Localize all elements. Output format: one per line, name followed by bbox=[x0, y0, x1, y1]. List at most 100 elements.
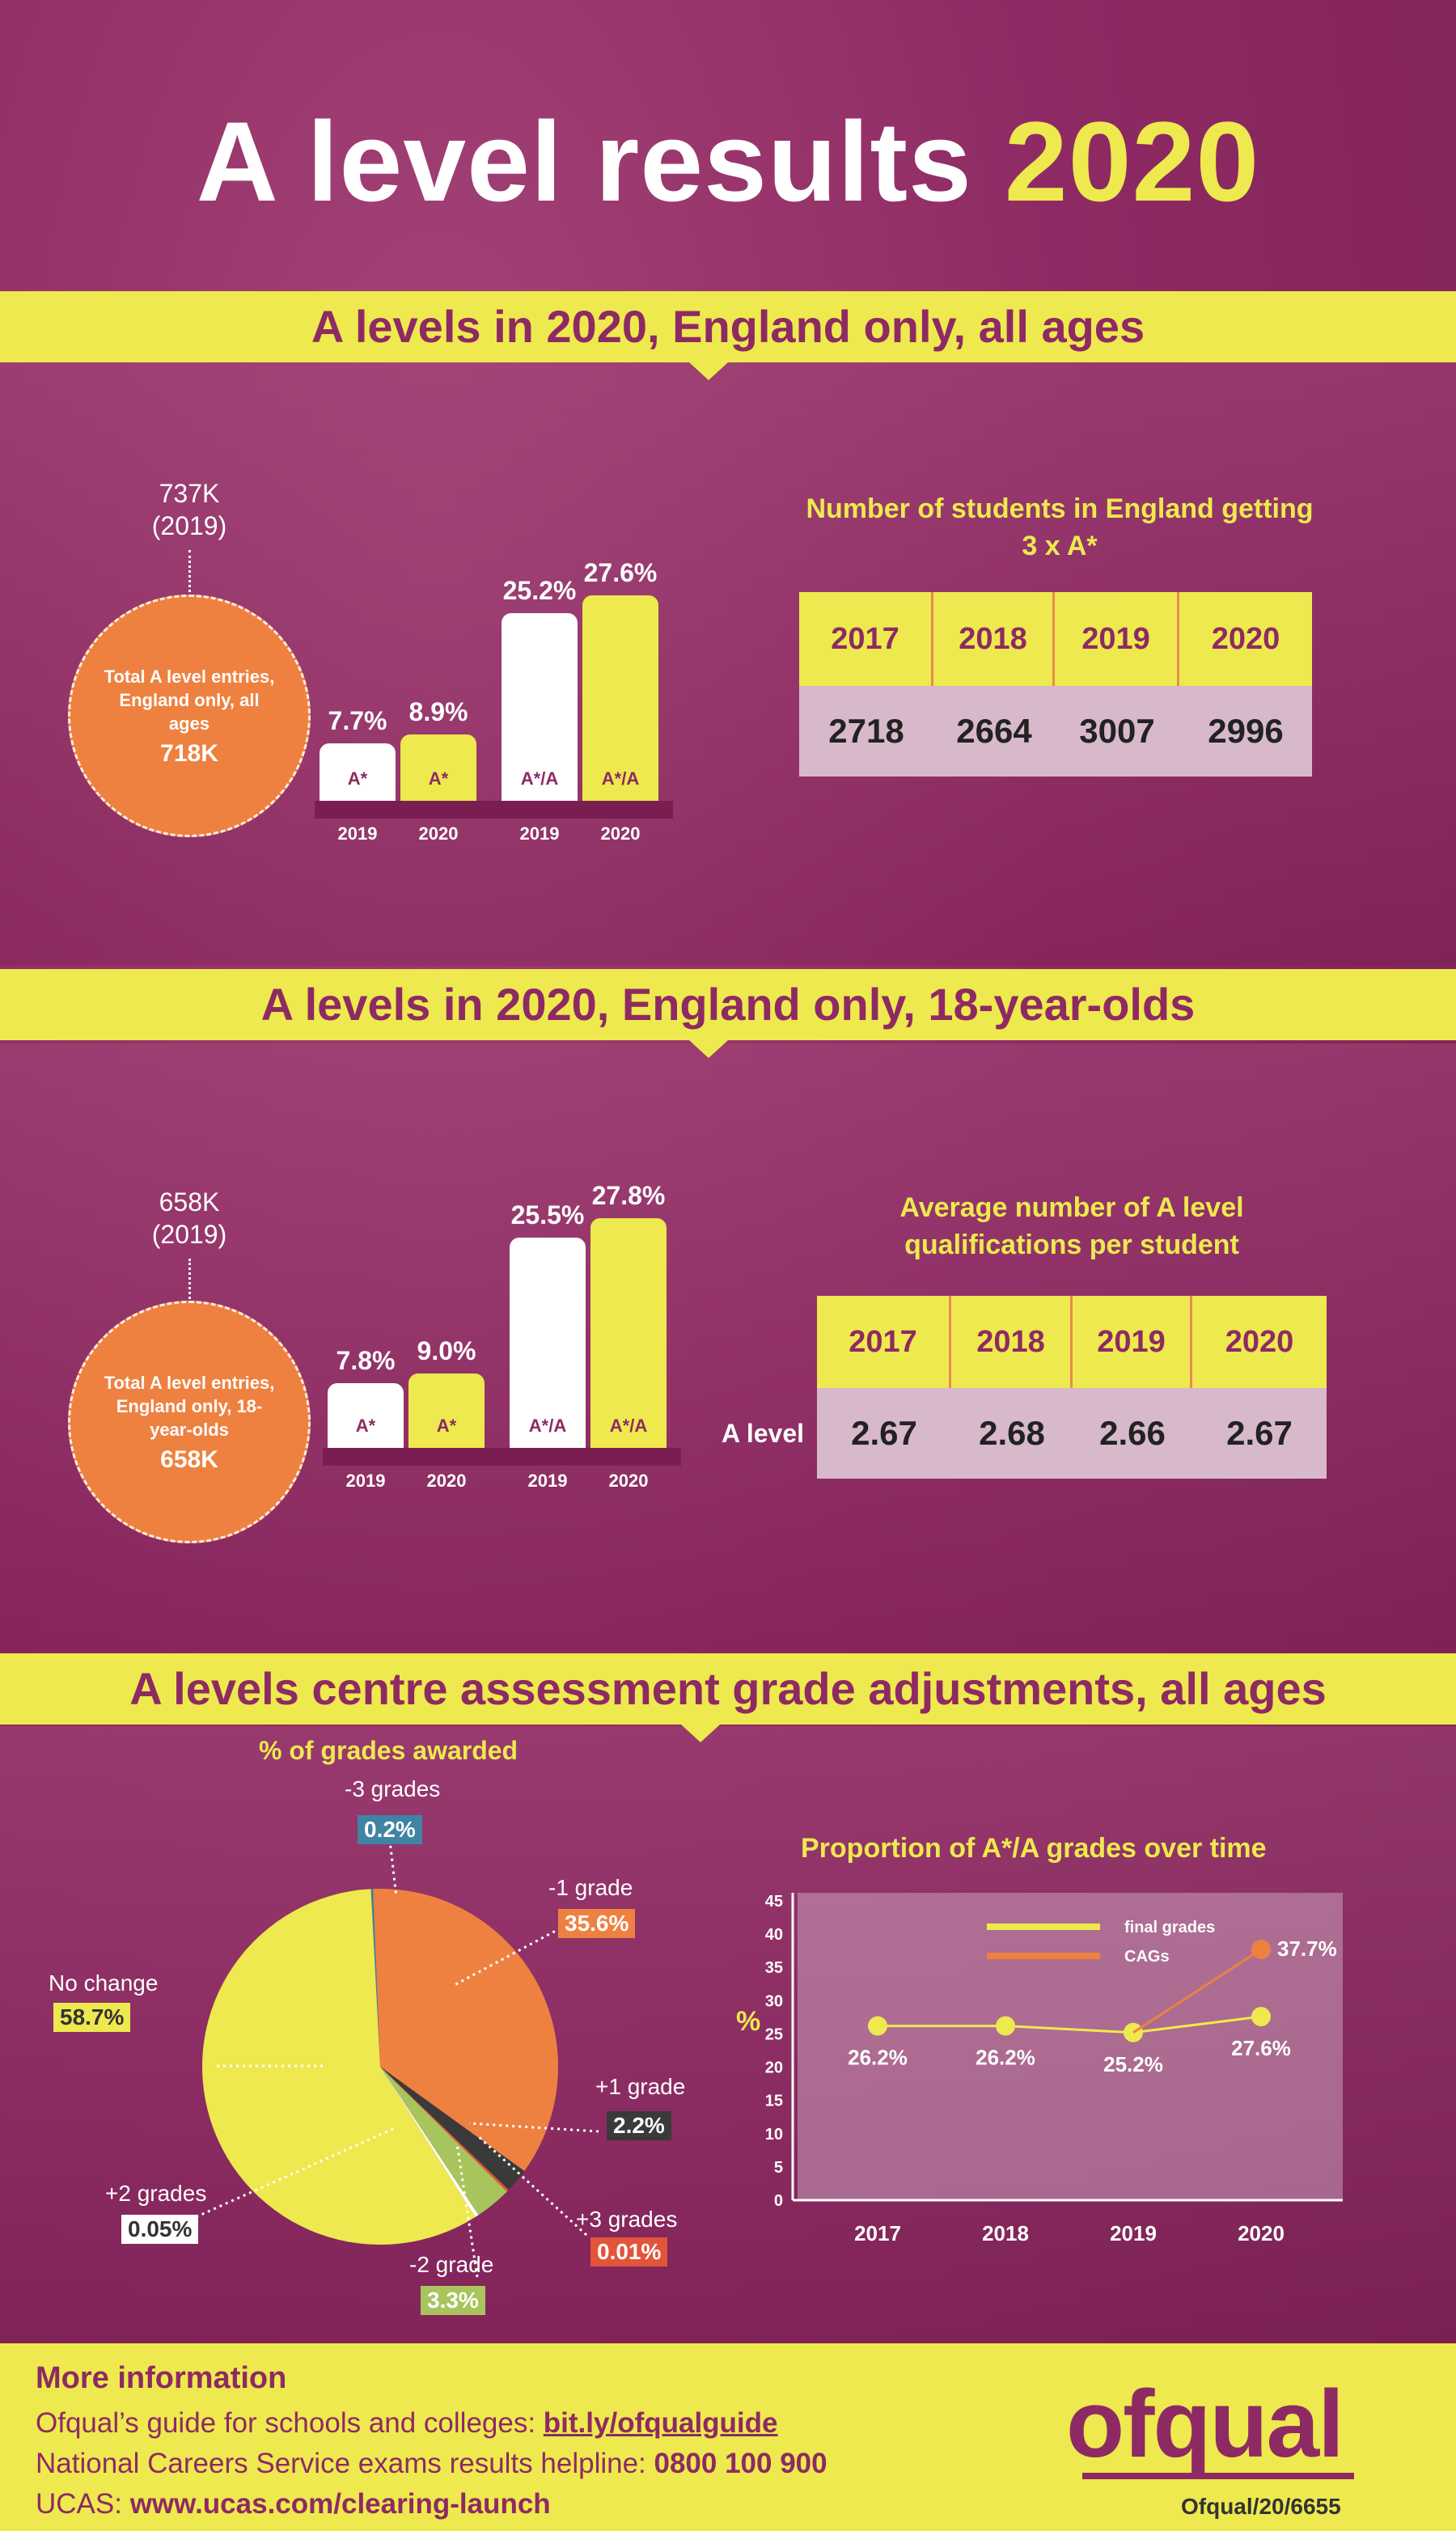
footer-ucas-text: UCAS: bbox=[36, 2488, 130, 2520]
pie-label-minus2: -2 grade bbox=[409, 2252, 494, 2277]
table-header-cell: 2019 bbox=[1055, 592, 1179, 686]
section1-circle-value: 718K bbox=[160, 739, 218, 767]
pie-title: % of grades awarded bbox=[259, 1736, 518, 1765]
pie-slice bbox=[370, 1889, 380, 2067]
bar-baseline bbox=[315, 801, 673, 819]
page-title: A level results 2020 bbox=[0, 97, 1456, 226]
pie-value-plus2: 0.05% bbox=[121, 2215, 199, 2244]
bar-2020-astar-a: A*/A bbox=[590, 1218, 667, 1448]
y-tick-label: 10 bbox=[765, 2126, 783, 2144]
table-header-cell: 2017 bbox=[799, 592, 933, 686]
plot-area bbox=[798, 1893, 1343, 2200]
table-value-cell: 2.66 bbox=[1073, 1388, 1192, 1479]
bar-value-label: 25.5% bbox=[510, 1200, 585, 1230]
y-tick-label: 5 bbox=[774, 2159, 783, 2177]
helpline-number[interactable]: 0800 100 900 bbox=[654, 2448, 827, 2479]
series-line-CAGs bbox=[1132, 1948, 1262, 2034]
data-point-label: 27.6% bbox=[1231, 2036, 1291, 2060]
legend-label: final grades bbox=[1124, 1919, 1215, 1936]
section2-table: A level 2017 2018 2019 2020 2.67 2.68 2.… bbox=[704, 1296, 1327, 1479]
y-axis-label: % bbox=[736, 2006, 760, 2037]
table-header-cell: 2019 bbox=[1073, 1296, 1192, 1388]
bar-value-label: 27.8% bbox=[591, 1181, 666, 1211]
pie-leader-line bbox=[387, 1826, 398, 1898]
pie-label-minus1: -1 grade bbox=[548, 1875, 633, 1900]
bar-2019-astar: A* bbox=[328, 1383, 404, 1448]
bar-2020-astar: A* bbox=[408, 1373, 485, 1448]
data-point bbox=[868, 2016, 887, 2036]
table-header-cell: 2020 bbox=[1192, 1296, 1327, 1388]
section2-prev-value: 658K bbox=[159, 1187, 220, 1217]
pie-slice bbox=[201, 1889, 476, 2245]
bar-grade-label: A*/A bbox=[520, 768, 559, 789]
y-tick-label: 25 bbox=[765, 2025, 783, 2043]
bar-year-label: 2019 bbox=[519, 823, 560, 844]
bar-value-label: 7.8% bbox=[336, 1346, 396, 1376]
pie-value-minus3: 0.2% bbox=[358, 1815, 422, 1844]
bar-year-label: 2020 bbox=[418, 823, 459, 844]
bar-2019-astar: A* bbox=[320, 743, 396, 801]
table-value-cell: 2664 bbox=[933, 686, 1055, 777]
bar-2020-astar-a: A*/A bbox=[582, 595, 658, 801]
bar-value-label: 27.6% bbox=[583, 558, 658, 588]
pie-leader-line bbox=[468, 2122, 599, 2133]
table-header-cell: 2018 bbox=[951, 1296, 1073, 1388]
pie-value-minus2: 3.3% bbox=[421, 2286, 485, 2315]
section2-heading: A levels in 2020, England only, 18-year-… bbox=[0, 969, 1456, 1040]
data-point-label: 25.2% bbox=[1103, 2052, 1163, 2076]
guide-link[interactable]: bit.ly/ofqualguide bbox=[543, 2407, 778, 2439]
y-tick-label: 30 bbox=[765, 1992, 783, 2010]
section2-table-label-col: A level bbox=[704, 1296, 817, 1479]
title-year: 2020 bbox=[1004, 98, 1260, 225]
section1-total-circle: Total A level entries, England only, all… bbox=[68, 595, 311, 837]
section2-table-grid: 2017 2018 2019 2020 2.67 2.68 2.66 2.67 bbox=[817, 1296, 1327, 1479]
bar-grade-label: A* bbox=[347, 768, 368, 789]
bar-grade-label: A* bbox=[428, 768, 449, 789]
section1-heading: A levels in 2020, England only, all ages bbox=[0, 291, 1456, 362]
pie-label-no-change: No change bbox=[49, 1970, 159, 1996]
bar-grade-label: A*/A bbox=[528, 1415, 567, 1436]
table-value-cell: 2.67 bbox=[817, 1388, 951, 1479]
bar-2019-astar-a: A*/A bbox=[502, 613, 578, 801]
ucas-link[interactable]: www.ucas.com/clearing-launch bbox=[129, 2488, 551, 2520]
document-reference: Ofqual/20/6655 bbox=[1181, 2494, 1341, 2519]
bar-value-label: 9.0% bbox=[417, 1336, 476, 1366]
section2-circle-value: 658K bbox=[160, 1445, 218, 1473]
section1-heading-notch bbox=[689, 362, 728, 380]
footer-line-ucas: UCAS: www.ucas.com/clearing-launch bbox=[36, 2484, 551, 2525]
table-value-cell: 2.67 bbox=[1192, 1388, 1327, 1479]
bar-value-label: 8.9% bbox=[408, 697, 468, 727]
bar-grade-label: A*/A bbox=[609, 1415, 648, 1436]
pie-slice bbox=[373, 1889, 558, 2171]
table-value-cell: 3007 bbox=[1055, 686, 1179, 777]
section1-connector bbox=[188, 550, 191, 597]
pie-slice bbox=[380, 2067, 525, 2190]
footer-helpline-text: National Careers Service exams results h… bbox=[36, 2448, 654, 2479]
line-chart-title: Proportion of A*/A grades over time bbox=[801, 1833, 1267, 1864]
footer-guide-text: Ofqual’s guide for schools and colleges: bbox=[36, 2407, 544, 2439]
pie-label-minus3: -3 grades bbox=[345, 1776, 441, 1801]
section2-table-value-row: 2.67 2.68 2.66 2.67 bbox=[817, 1388, 1327, 1479]
pie-value-plus1: 2.2% bbox=[607, 2111, 671, 2140]
bar-year-label: 2019 bbox=[527, 1471, 568, 1491]
footer-heading: More information bbox=[36, 2361, 287, 2395]
bar-value-label: 7.7% bbox=[328, 706, 387, 736]
section2-table-header-row: 2017 2018 2019 2020 bbox=[817, 1296, 1327, 1388]
section1-prev-year: (2019) bbox=[151, 511, 227, 540]
section2-bar-chart: A* 7.8% 2019 A* 9.0% 2020 A*/A 25.5% 2019 A*/A 27.… bbox=[323, 1141, 684, 1553]
line-chart: 0 5 10 15 20 25 30 35 40 45% 2017 2018 2019 2020 final… bbox=[736, 1893, 1343, 2245]
pie-label-plus2: +2 grades bbox=[105, 2181, 207, 2206]
table-value-cell: 2.68 bbox=[951, 1388, 1073, 1479]
pie-chart bbox=[189, 1826, 599, 2278]
x-tick-label: 2020 bbox=[1238, 2221, 1285, 2245]
footer-line-guide: Ofqual’s guide for schools and colleges:… bbox=[36, 2403, 778, 2444]
legend-label: CAGs bbox=[1124, 1948, 1170, 1966]
section2-connector bbox=[188, 1259, 191, 1304]
ofqual-logo: ofqual bbox=[1066, 2371, 1344, 2478]
y-tick-label: 20 bbox=[765, 2059, 783, 2077]
pie-slice bbox=[380, 2067, 479, 2217]
y-tick-label: 40 bbox=[765, 1926, 783, 1944]
pie-leader-line bbox=[189, 2126, 397, 2221]
bar-value-label: 25.2% bbox=[502, 576, 577, 606]
